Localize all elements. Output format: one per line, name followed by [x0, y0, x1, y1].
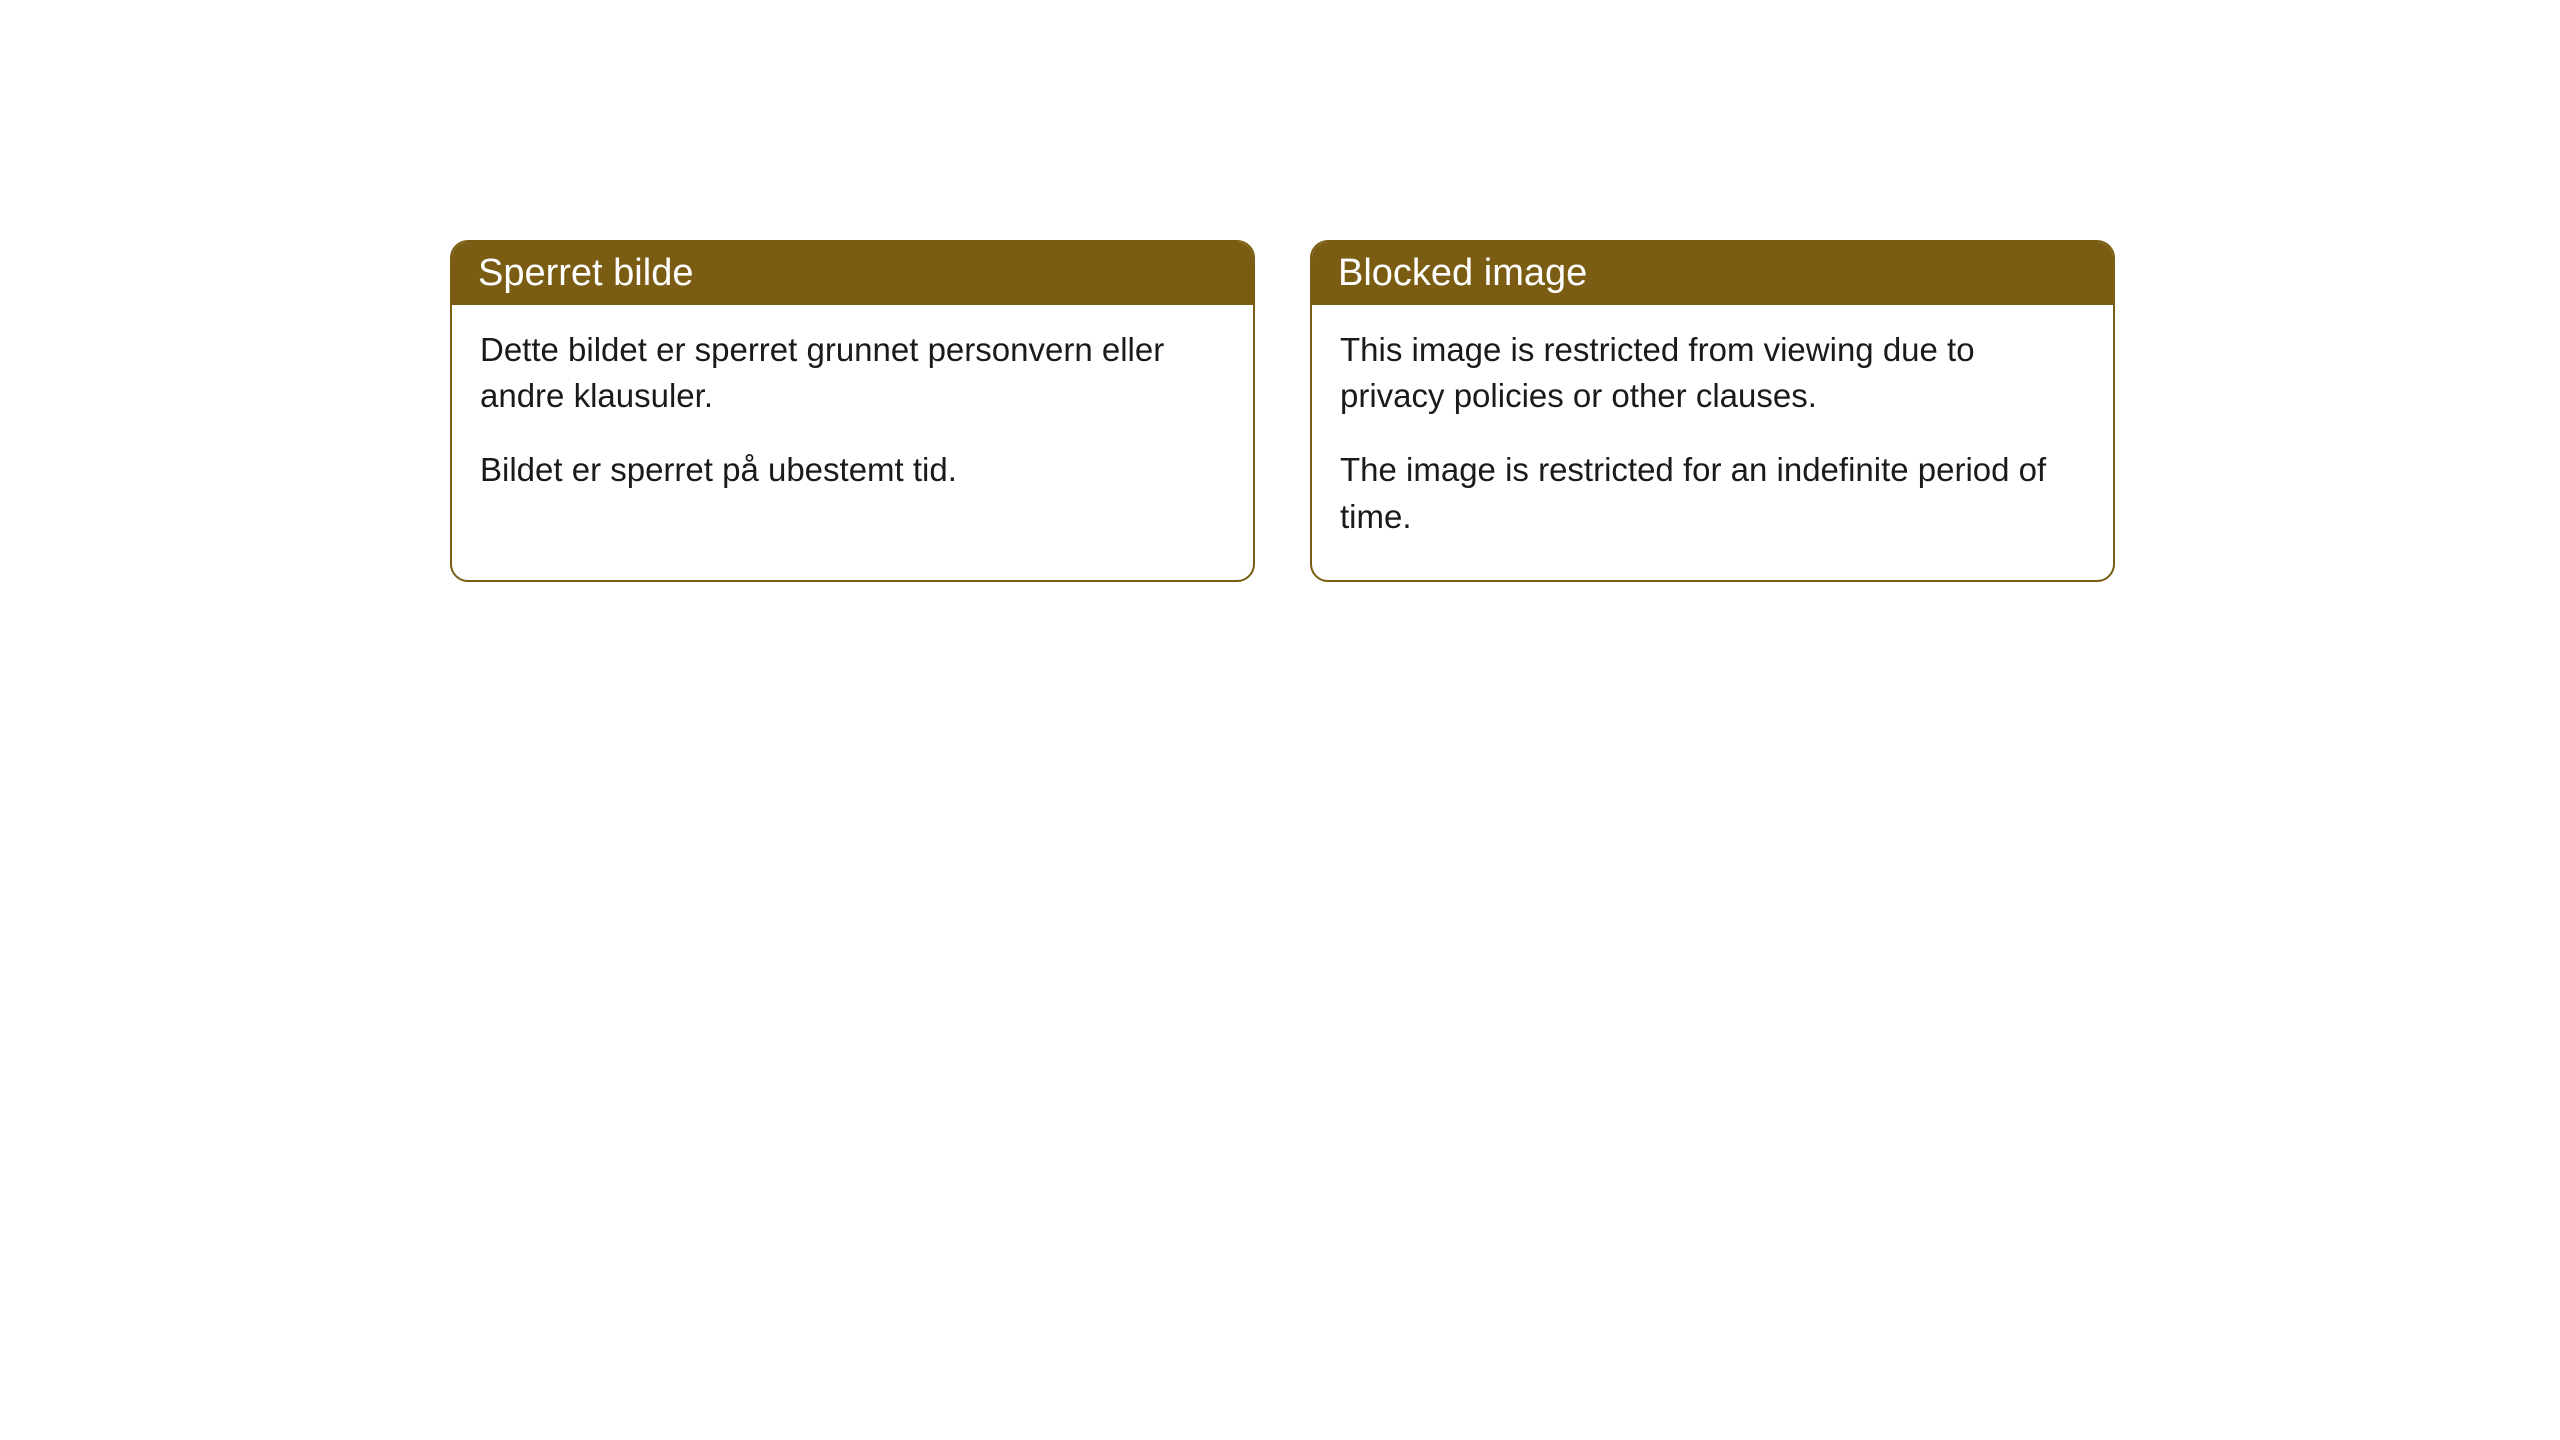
- card-header-norwegian: Sperret bilde: [452, 242, 1253, 305]
- card-body-english: This image is restricted from viewing du…: [1312, 305, 2113, 580]
- card-text-norwegian-2: Bildet er sperret på ubestemt tid.: [480, 447, 1225, 493]
- card-text-english-1: This image is restricted from viewing du…: [1340, 327, 2085, 419]
- card-header-english: Blocked image: [1312, 242, 2113, 305]
- card-norwegian: Sperret bilde Dette bildet er sperret gr…: [450, 240, 1255, 582]
- card-body-norwegian: Dette bildet er sperret grunnet personve…: [452, 305, 1253, 534]
- cards-container: Sperret bilde Dette bildet er sperret gr…: [0, 0, 2560, 582]
- card-text-english-2: The image is restricted for an indefinit…: [1340, 447, 2085, 539]
- card-english: Blocked image This image is restricted f…: [1310, 240, 2115, 582]
- card-text-norwegian-1: Dette bildet er sperret grunnet personve…: [480, 327, 1225, 419]
